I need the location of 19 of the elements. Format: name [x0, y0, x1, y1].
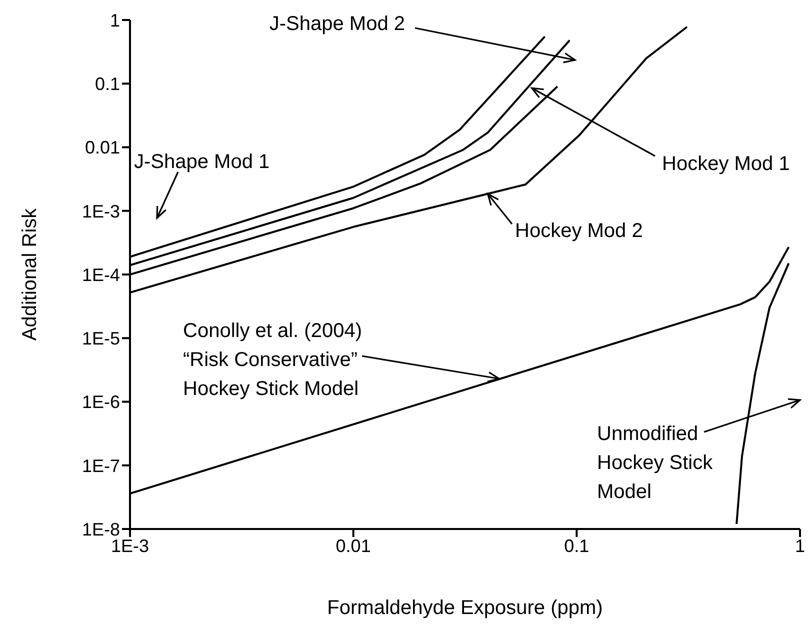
y-tick-label: 0.01	[84, 138, 120, 158]
y-tick-label: 1E-5	[82, 328, 120, 349]
x-tick-label: 1	[794, 536, 806, 556]
y-tick-label: 1	[110, 10, 120, 30]
y-tick-label: 0.1	[94, 74, 120, 94]
x-axis-title: Formaldehyde Exposure (ppm)	[327, 597, 603, 619]
y-axis-title: Additional Risk	[19, 207, 41, 341]
annotation: J-Shape Mod 2	[269, 13, 405, 35]
annotation: Hockey Mod 1	[662, 153, 790, 175]
annotation: Hockey Mod 2	[515, 220, 643, 242]
annotation: Unmodified Hockey Stick Model	[597, 423, 714, 503]
x-tick-label: 0.1	[564, 536, 590, 556]
annotation: Conolly et al. (2004) “Risk Conservative” Hockey Stick Model	[183, 320, 362, 400]
y-tick-label: 1E-6	[82, 392, 120, 412]
x-tick-label: 0.01	[336, 536, 371, 556]
annotation: J-Shape Mod 1	[134, 151, 270, 173]
y-tick-label: 1E-7	[82, 456, 120, 476]
y-tick-label: 1E-4	[82, 264, 120, 285]
y-tick-label: 1E-3	[82, 201, 120, 222]
